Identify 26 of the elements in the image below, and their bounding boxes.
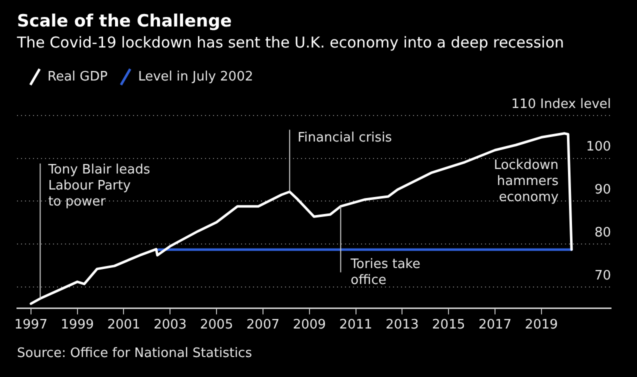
x-tick-label: 2001 xyxy=(107,318,140,333)
x-tick-label: 2013 xyxy=(386,318,419,333)
annotation: Lockdown hammers economy xyxy=(494,158,559,206)
x-tick-label: 2007 xyxy=(246,318,280,333)
chart-title: Scale of the Challenge xyxy=(17,12,232,32)
x-tick-label: 1999 xyxy=(60,318,94,333)
y-tick-label: 100 xyxy=(586,140,611,155)
x-tick-label: 2015 xyxy=(432,318,466,333)
y-tick-label: 70 xyxy=(594,268,611,284)
x-tick-label: 1997 xyxy=(14,318,48,333)
annotation: Financial crisis xyxy=(298,130,392,146)
chart-subtitle: The Covid-19 lockdown has sent the U.K. economy into a deep recession xyxy=(16,33,564,52)
annotation: Tony Blair leads Labour Party to power xyxy=(47,162,150,210)
y-tick-label: 90 xyxy=(594,182,611,198)
x-tick-label: 2005 xyxy=(200,318,234,333)
source-note: Source: Office for National Statistics xyxy=(17,346,252,361)
x-tick-label: 2011 xyxy=(339,318,372,333)
y-tick-label: 110 Index level xyxy=(511,96,611,112)
annotation: Tories take office xyxy=(350,257,420,288)
x-tick-label: 2017 xyxy=(478,318,512,333)
legend-label: Level in July 2002 xyxy=(138,69,254,84)
x-tick-label: 2019 xyxy=(524,318,558,333)
x-tick-label: 2003 xyxy=(154,318,187,333)
legend-label: Real GDP xyxy=(48,69,108,84)
x-tick-label: 2009 xyxy=(292,318,326,333)
y-tick-label: 80 xyxy=(594,225,611,240)
